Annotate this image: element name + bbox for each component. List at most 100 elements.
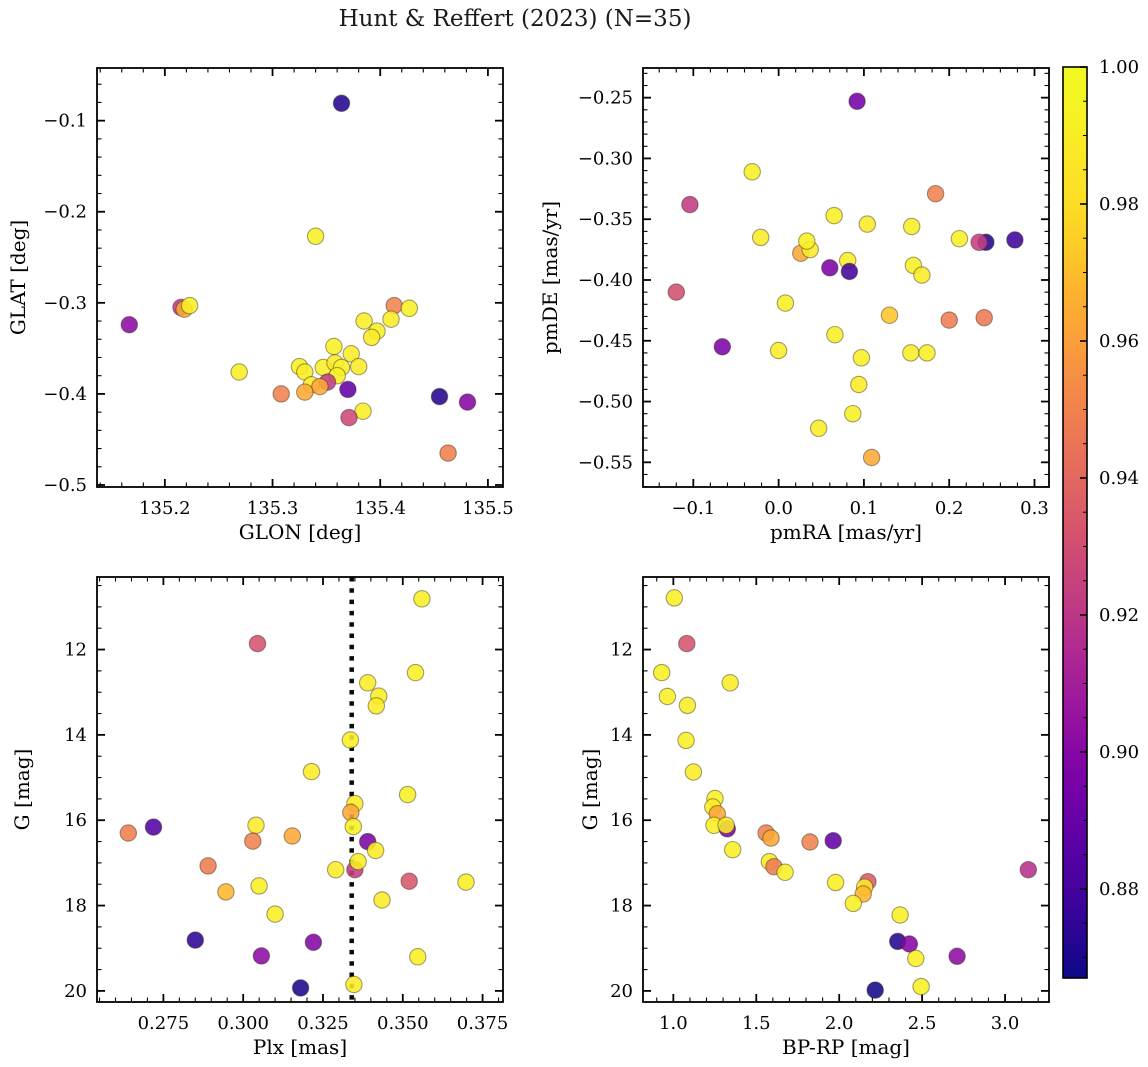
panel-plx-g: 0.275 0.300 0.325 0.350 0.375 12 14 16 18 20 Plx [… <box>10 576 509 1059</box>
axes-spines <box>642 576 1050 1003</box>
data-point <box>341 731 360 749</box>
x-axis-label: BP-RP [mag] <box>782 1035 910 1059</box>
data-point <box>458 393 477 411</box>
data-point <box>398 785 417 804</box>
data-point <box>681 195 699 214</box>
data-point <box>900 935 919 953</box>
y-tick-label: 14 <box>64 725 87 746</box>
data-point <box>354 402 372 420</box>
y-tick-label: −0.45 <box>578 331 633 352</box>
x-tick-label: 2.0 <box>825 1013 854 1034</box>
colorbar-tick-label: 1.00 <box>1099 57 1139 78</box>
x-tick-label: 135.2 <box>139 498 191 519</box>
data-point <box>926 184 945 203</box>
data-point <box>332 94 351 113</box>
y-tick-label: 16 <box>610 810 633 831</box>
y-tick-label: 12 <box>64 640 87 661</box>
data-point <box>801 833 819 851</box>
data-point <box>880 306 899 324</box>
data-point <box>798 232 816 250</box>
x-tick-label: 3.0 <box>991 1013 1020 1034</box>
data-point <box>355 312 373 330</box>
colorbar-tick-label: 0.96 <box>1099 331 1139 352</box>
data-point <box>266 905 284 923</box>
x-tick-label: 0.375 <box>457 1013 509 1034</box>
y-tick-label: 18 <box>610 896 633 917</box>
panel-glon-glat: 135.2 135.3 135.4 135.5 −0.1 −0.2 −0.3 −0.4 −0.5… <box>6 67 514 544</box>
data-point <box>866 981 884 999</box>
data-point <box>713 338 732 356</box>
panel-pmra-pmde: −0.1 0.0 0.1 0.2 0.3 −0.25 −0.30 −0.35 −0.40 −0.4… <box>538 67 1050 544</box>
data-point <box>358 674 377 692</box>
data-point <box>366 841 385 860</box>
data-point <box>824 831 842 850</box>
x-tick-label: 0.325 <box>297 1013 349 1034</box>
data-point <box>349 357 368 376</box>
data-point <box>144 818 163 836</box>
x-tick-label: 0.300 <box>217 1013 269 1034</box>
x-tick-label: 135.4 <box>354 498 406 519</box>
data-point <box>970 233 988 252</box>
panel-bprp-g: 1.0 1.5 2.0 2.5 3.0 12 14 16 18 20 BP-RP [mag] G [m… <box>578 576 1050 1059</box>
data-point <box>296 383 314 401</box>
data-point <box>409 948 427 966</box>
data-point <box>677 731 695 750</box>
data-point <box>252 947 271 965</box>
data-point <box>1006 231 1024 249</box>
data-point <box>291 979 310 997</box>
data-point <box>406 663 425 682</box>
data-point <box>950 229 969 248</box>
data-point <box>721 674 739 692</box>
data-point <box>862 448 881 467</box>
colorbar-tick-label: 0.90 <box>1099 742 1139 763</box>
data-point <box>304 933 323 952</box>
y-tick-label: −0.3 <box>43 293 87 314</box>
data-point <box>345 975 363 994</box>
y-tick-label: 18 <box>64 896 87 917</box>
axes-spines <box>96 67 504 488</box>
data-point <box>717 816 735 835</box>
y-axis-label: GLAT [deg] <box>6 220 30 335</box>
data-point <box>306 227 325 246</box>
data-point <box>272 385 290 403</box>
x-tick-label: 0.350 <box>377 1013 429 1034</box>
data-point <box>400 299 419 318</box>
data-point <box>743 163 761 181</box>
axes-spines <box>96 576 504 1003</box>
data-point <box>918 344 936 362</box>
data-point <box>776 863 794 882</box>
data-point <box>439 444 457 462</box>
data-point <box>658 687 677 706</box>
data-point <box>302 762 321 781</box>
x-tick-label: 0.275 <box>138 1013 190 1034</box>
y-tick-label: −0.55 <box>578 452 633 473</box>
y-axis-label: G [mag] <box>10 749 34 831</box>
x-tick-label: −0.1 <box>671 498 715 519</box>
data-point <box>940 311 958 329</box>
data-point <box>809 419 828 438</box>
data-point <box>250 877 268 895</box>
x-tick-label: 135.3 <box>247 498 299 519</box>
y-tick-label: −0.5 <box>43 475 87 496</box>
x-tick-label: 135.5 <box>462 498 514 519</box>
data-point <box>349 852 367 871</box>
data-point <box>723 840 742 859</box>
x-axis-label: Plx [mas] <box>253 1035 347 1059</box>
y-tick-label: −0.25 <box>578 88 633 109</box>
x-tick-label: 1.5 <box>742 1013 771 1034</box>
x-tick-label: 0.2 <box>935 498 964 519</box>
data-point <box>948 947 966 966</box>
data-point <box>120 315 139 334</box>
data-point <box>413 590 431 608</box>
data-point <box>667 283 686 301</box>
x-tick-label: 0.0 <box>764 498 793 519</box>
data-point <box>852 349 871 367</box>
y-tick-label: −0.30 <box>578 148 633 169</box>
data-point <box>912 977 930 996</box>
x-tick-label: 0.1 <box>850 498 879 519</box>
data-point <box>325 337 343 356</box>
data-point <box>326 860 345 879</box>
data-point <box>776 294 795 312</box>
colorbar-gradient <box>1063 67 1087 978</box>
colorbar-tick-label: 0.94 <box>1099 468 1139 489</box>
